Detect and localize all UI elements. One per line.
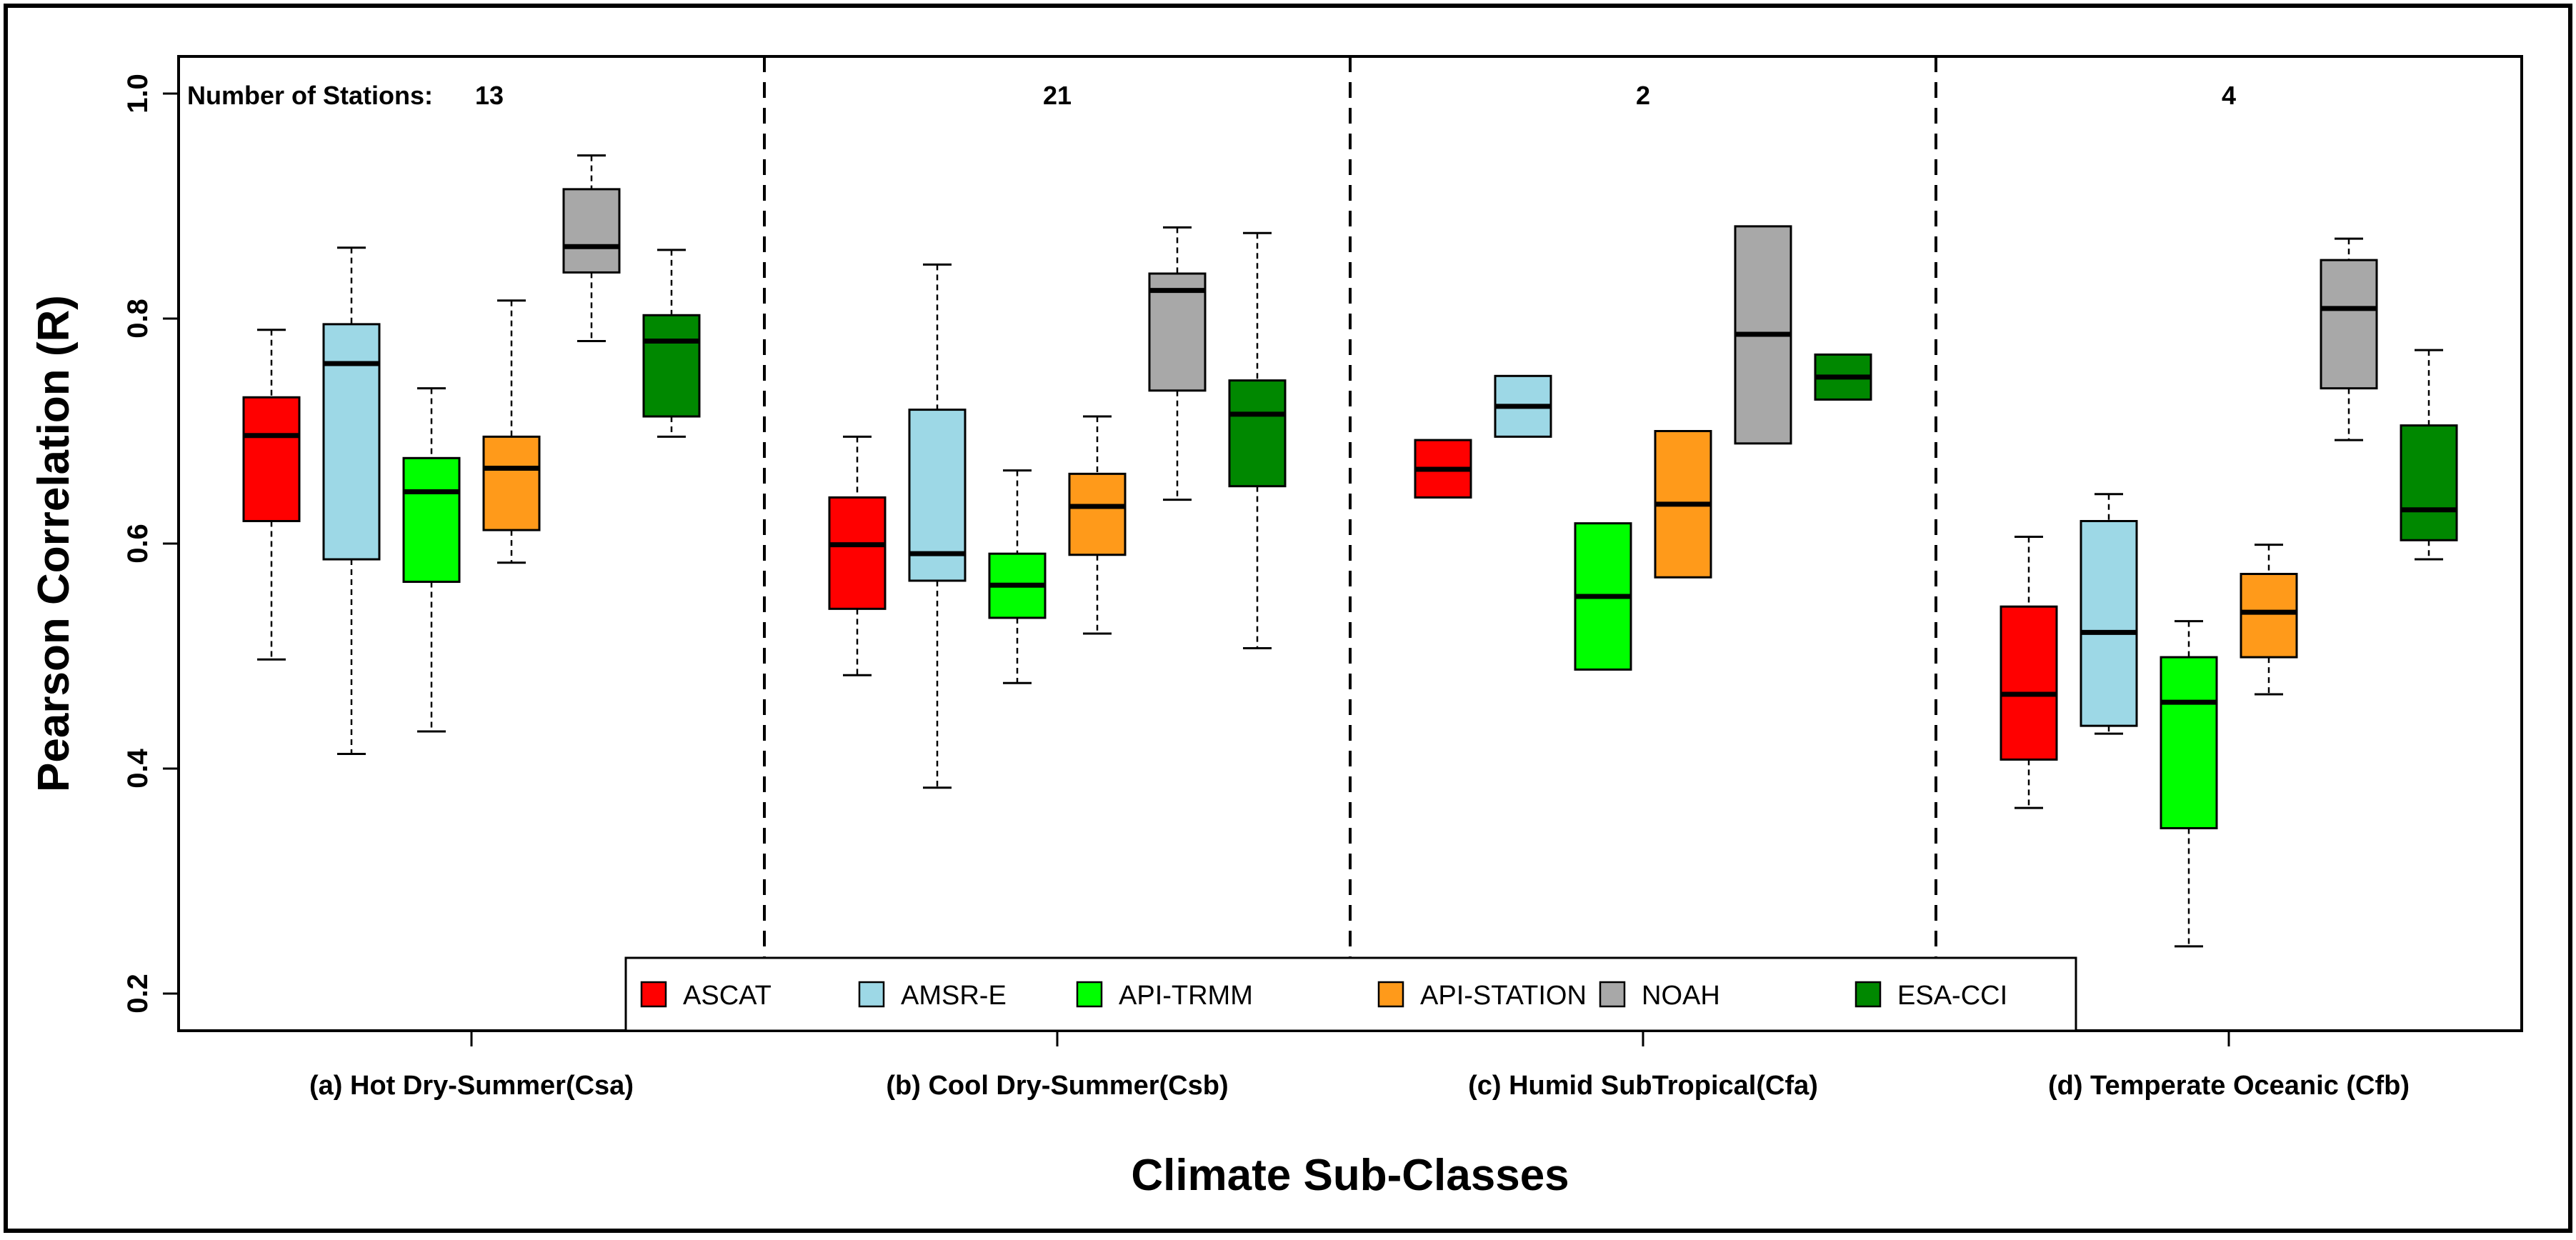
box-body [828,496,887,610]
stations-prefix: Number of Stations: [187,81,433,110]
legend-label: AMSR-E [901,981,1007,1011]
category-label: (d) Temperate Oceanic (Cfb) [2048,1071,2410,1101]
station-count: 2 [1636,81,1650,110]
box-api-station [2240,544,2298,696]
box-noah [2320,237,2378,441]
box-body [1068,472,1127,556]
y-tick-label: 0.4 [122,748,154,788]
y-tick-label: 0.6 [122,524,154,564]
box-ascat [1414,439,1472,499]
box-body [322,323,381,561]
box-body [642,314,701,418]
box-amsr-e [322,246,381,756]
box-body [2000,605,2058,761]
box-ascat [2000,536,2058,809]
legend-label: API-STATION [1420,981,1587,1011]
legend-label: NOAH [1642,981,1720,1011]
legend-swatch [858,981,885,1008]
box-amsr-e [2080,493,2138,735]
category-label: (c) Humid SubTropical(Cfa) [1468,1071,1818,1101]
box-api-station [482,299,541,564]
y-tick-label: 0.8 [122,299,154,339]
box-esa-cci [642,249,701,438]
box-api-trmm [2160,620,2218,948]
legend-swatch [1599,981,1626,1008]
figure-frame [4,4,2572,1233]
box-body [2160,656,2218,829]
category-label: (a) Hot Dry-Summer(Csa) [309,1071,634,1101]
axes-layer: 0.2 0.4 0.6 0.8 1.0 (a) Hot Dry-Summer(Csa) Nu… [122,74,2410,1101]
station-count: 4 [2222,81,2236,110]
box-esa-cci [2400,349,2458,561]
box-api-station [1654,430,1712,579]
box-body [2320,259,2378,390]
y-tick-label: 1.0 [122,74,154,114]
legend-swatch [640,981,667,1008]
station-count: 13 [475,81,504,110]
boxes-layer [242,154,2458,948]
box-esa-cci [1228,231,1287,649]
box-esa-cci [1814,353,1872,401]
box-body [482,435,541,531]
group-separators [763,56,1937,1031]
box-body [2240,573,2298,659]
box-api-trmm [402,387,461,733]
category-label: (b) Cool Dry-Summer(Csb) [886,1071,1228,1101]
box-api-trmm [988,469,1047,684]
box-body [242,396,301,522]
box-noah [1148,226,1207,501]
station-count: 21 [1043,81,1072,110]
box-noah [1734,225,1792,445]
y-axis-title: Pearson Correlation (R) [29,295,79,792]
box-body [1228,379,1287,488]
legend-swatch [1377,981,1404,1008]
x-axis-title: Climate Sub-Classes [1131,1151,1569,1200]
legend-label: API-TRMM [1119,981,1253,1011]
y-tick-label: 0.2 [122,974,154,1014]
box-body [1148,272,1207,392]
legend-label: ESA-CCI [1897,981,2007,1011]
box-noah [562,154,621,342]
box-body [562,188,621,274]
legend: ASCAT AMSR-E API-TRMM API-STATION NOAH ESA-CC… [624,956,2077,1032]
box-body [2400,424,2458,541]
box-api-station [1068,415,1127,635]
legend-swatch [1854,981,1882,1008]
box-body [402,456,461,584]
box-ascat [242,329,301,661]
box-body [2080,520,2138,727]
box-amsr-e [1494,374,1552,438]
box-amsr-e [908,263,967,789]
box-ascat [828,435,887,676]
legend-swatch [1076,981,1103,1008]
legend-label: ASCAT [683,981,772,1011]
box-api-trmm [1574,522,1632,671]
